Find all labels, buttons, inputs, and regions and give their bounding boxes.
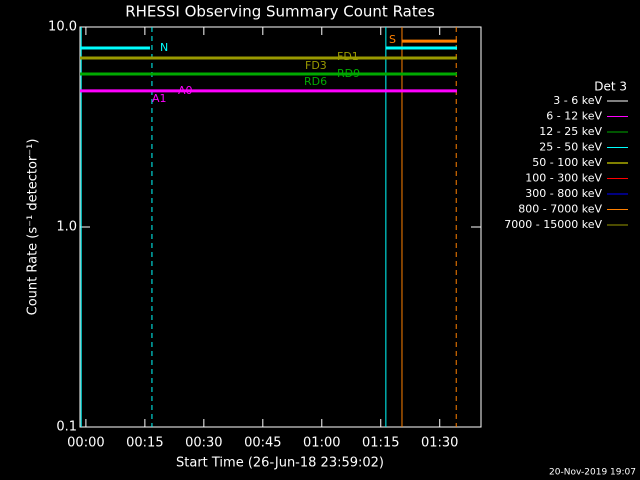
- x-tick-label: 00:45: [244, 436, 281, 451]
- y-tick-label: 10.0: [48, 20, 77, 35]
- legend-label: 3 - 6 keV: [553, 94, 602, 107]
- x-tick-label: 01:15: [362, 436, 399, 451]
- x-tick-label: 00:15: [126, 436, 163, 451]
- annotation: A0: [178, 84, 193, 97]
- y-tick-label: 0.1: [56, 420, 77, 435]
- footer: 20-Nov-2019 19:07: [549, 468, 636, 478]
- annotation: FD3: [305, 59, 327, 72]
- x-tick-label: 01:30: [421, 436, 458, 451]
- x-tick-label: 00:30: [185, 436, 222, 451]
- legend-label: 7000 - 15000 keV: [504, 218, 602, 231]
- y-axis-label: Count Rate (s⁻¹ detector⁻¹): [26, 139, 41, 316]
- legend-label: 100 - 300 keV: [525, 172, 602, 185]
- chart-title: RHESSI Observing Summary Count Rates: [125, 3, 435, 21]
- legend-title: Det 3: [594, 80, 627, 94]
- annotation: S: [389, 33, 396, 46]
- legend-label: 12 - 25 keV: [539, 125, 602, 138]
- legend-label: 6 - 12 keV: [546, 110, 602, 123]
- x-tick-label: 01:00: [303, 436, 340, 451]
- y-tick-label: 1.0: [56, 220, 77, 235]
- annotation: FD1: [337, 50, 359, 63]
- annotation: A1: [152, 92, 167, 105]
- annotation: N: [160, 41, 168, 54]
- legend-label: 50 - 100 keV: [532, 156, 602, 169]
- legend-label: 25 - 50 keV: [539, 141, 602, 154]
- legend-label: 800 - 7000 keV: [518, 203, 602, 216]
- plot-frame: [79, 26, 482, 428]
- annotation: RD6: [304, 75, 327, 88]
- legend-label: 300 - 800 keV: [525, 187, 602, 200]
- annotation: RD9: [337, 67, 360, 80]
- x-tick-label: 00:00: [67, 436, 104, 451]
- x-axis-label: Start Time (26-Jun-18 23:59:02): [176, 456, 384, 471]
